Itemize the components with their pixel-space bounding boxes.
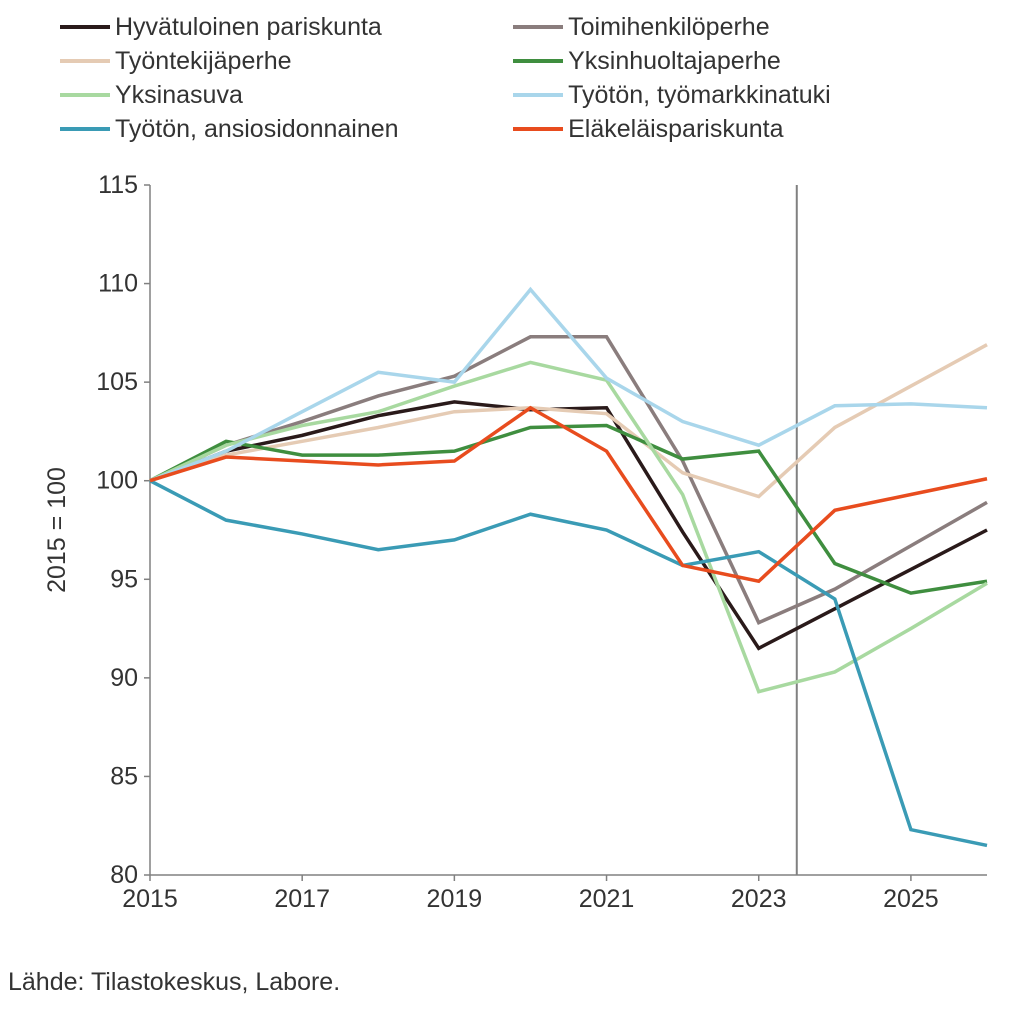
y-tick-label: 110 (98, 270, 138, 298)
x-tick-label: 2019 (427, 885, 483, 913)
legend-label: Työntekijäperhe (115, 47, 292, 76)
series-line (150, 337, 987, 623)
y-tick-label: 90 (110, 664, 138, 692)
legend-swatch (60, 127, 110, 131)
y-tick-label: 115 (98, 171, 138, 199)
x-tick-label: 2023 (731, 885, 787, 913)
legend-label: Yksinhuoltajaperhe (568, 47, 781, 76)
x-tick-label: 2017 (274, 885, 330, 913)
legend-item: Työtön, työmarkkinatuki (513, 78, 966, 112)
chart-svg: 8085909510010511011520152017201920212023… (125, 175, 995, 915)
series-line (150, 426, 987, 594)
legend-label: Hyvätuloinen pariskunta (115, 13, 382, 42)
legend-swatch (60, 59, 110, 63)
y-tick-label: 100 (96, 467, 138, 495)
legend-item: Työntekijäperhe (60, 44, 513, 78)
series-line (150, 345, 987, 497)
series-line (150, 481, 987, 846)
legend-label: Yksinasuva (115, 81, 243, 110)
legend-item: Eläkeläispariskunta (513, 112, 966, 146)
chart-container: Hyvätuloinen pariskunta Toimihenkilöperhe… (0, 0, 1024, 1009)
y-tick-label: 105 (96, 368, 138, 396)
source-label: Lähde: Tilastokeskus, Labore. (8, 968, 340, 997)
legend-swatch (513, 93, 563, 97)
legend-item: Yksinasuva (60, 78, 513, 112)
series-line (150, 402, 987, 648)
legend-label: Toimihenkilöperhe (568, 13, 770, 42)
y-tick-label: 85 (110, 762, 138, 790)
legend-swatch (513, 59, 563, 63)
legend-swatch (60, 25, 110, 29)
legend-swatch (513, 127, 563, 131)
legend-item: Hyvätuloinen pariskunta (60, 10, 513, 44)
legend-label: Eläkeläispariskunta (568, 115, 783, 144)
y-axis-title: 2015 = 100 (43, 467, 71, 593)
x-tick-label: 2015 (122, 885, 178, 913)
legend-swatch (513, 25, 563, 29)
legend-item: Toimihenkilöperhe (513, 10, 966, 44)
legend-swatch (60, 93, 110, 97)
plot-area: 8085909510010511011520152017201920212023… (125, 175, 995, 915)
x-tick-label: 2021 (579, 885, 635, 913)
legend-label: Työtön, työmarkkinatuki (568, 81, 831, 110)
legend: Hyvätuloinen pariskunta Toimihenkilöperhe… (60, 10, 1004, 146)
legend-item: Työtön, ansiosidonnainen (60, 112, 513, 146)
x-tick-label: 2025 (883, 885, 939, 913)
legend-label: Työtön, ansiosidonnainen (115, 115, 399, 144)
legend-item: Yksinhuoltajaperhe (513, 44, 966, 78)
y-tick-label: 95 (110, 565, 138, 593)
